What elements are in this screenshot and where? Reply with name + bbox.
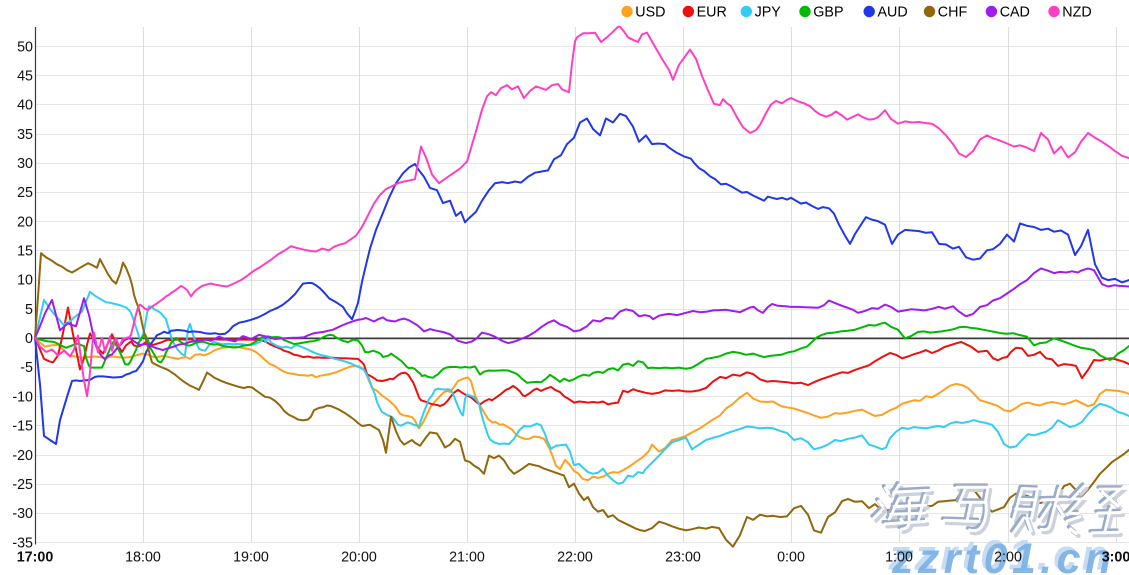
svg-text:10: 10 (17, 273, 33, 289)
svg-text:15: 15 (17, 244, 33, 260)
svg-text:21:00: 21:00 (449, 550, 485, 566)
svg-text:NZD: NZD (1062, 5, 1091, 21)
svg-text:CHF: CHF (938, 5, 968, 21)
svg-text:20:00: 20:00 (341, 550, 377, 566)
svg-text:30: 30 (17, 156, 33, 172)
svg-text:-20: -20 (12, 448, 33, 464)
svg-text:18:00: 18:00 (125, 550, 161, 566)
svg-text:-10: -10 (12, 389, 33, 405)
svg-text:-15: -15 (12, 419, 33, 435)
svg-text:-25: -25 (12, 477, 33, 493)
svg-text:40: 40 (17, 98, 33, 114)
svg-text:3:00: 3:00 (1102, 550, 1129, 566)
svg-text:35: 35 (17, 127, 33, 143)
svg-text:2:00: 2:00 (994, 550, 1022, 566)
svg-text:EUR: EUR (697, 5, 727, 21)
svg-text:1:00: 1:00 (885, 550, 913, 566)
svg-text:JPY: JPY (755, 5, 782, 21)
svg-text:17:00: 17:00 (17, 550, 54, 566)
svg-text:22:00: 22:00 (557, 550, 593, 566)
svg-text:zzrt01.cn: zzrt01.cn (888, 532, 1113, 575)
svg-text:25: 25 (17, 185, 33, 201)
svg-text:45: 45 (17, 69, 33, 85)
svg-text:5: 5 (25, 302, 33, 318)
svg-text:-30: -30 (12, 506, 33, 522)
svg-text:zzrt01.cn: zzrt01.cn (891, 535, 1116, 575)
svg-text:0: 0 (25, 331, 33, 347)
svg-text:AUD: AUD (878, 5, 908, 21)
svg-text:23:00: 23:00 (665, 550, 701, 566)
svg-text:-35: -35 (12, 535, 33, 551)
svg-text:GBP: GBP (813, 5, 843, 21)
svg-text:19:00: 19:00 (233, 550, 269, 566)
svg-text:CAD: CAD (1000, 5, 1030, 21)
svg-text:0:00: 0:00 (777, 550, 805, 566)
svg-text:USD: USD (635, 5, 665, 21)
svg-text:50: 50 (17, 39, 33, 55)
svg-text:-5: -5 (20, 360, 33, 376)
svg-text:20: 20 (17, 214, 33, 230)
